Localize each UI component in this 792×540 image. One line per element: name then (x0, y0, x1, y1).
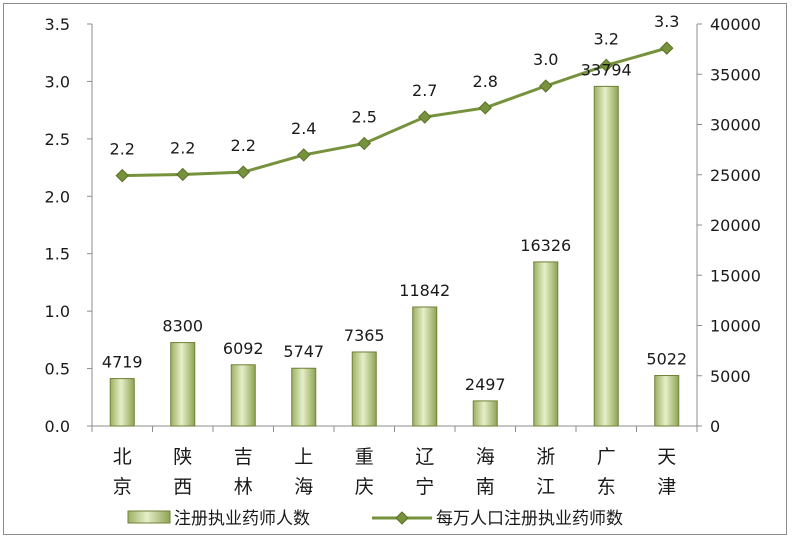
legend: 注册执业药师人数 每万人口注册执业药师数 (127, 509, 623, 529)
x-tick-label: 天津 (657, 446, 676, 498)
bar (593, 85, 619, 427)
bar-value-label: 5022 (646, 350, 687, 369)
x-tick-label: 浙江 (536, 446, 555, 498)
line-value-label: 3.0 (533, 50, 558, 69)
legend-label-line: 每万人口注册执业药师数 (436, 509, 623, 529)
bar-value-label: 4719 (102, 353, 143, 372)
right-tick-label: 0 (710, 417, 720, 436)
line-marker (418, 110, 432, 124)
left-tick-label: 0.5 (45, 360, 70, 379)
line-marker (297, 148, 311, 162)
line-value-label: 2.4 (291, 119, 316, 138)
bar-value-label: 33794 (581, 60, 632, 79)
right-tick-label: 35000 (710, 65, 761, 84)
right-tick-label: 25000 (710, 166, 761, 185)
line-marker (660, 41, 674, 55)
line-value-label: 3.3 (654, 12, 679, 31)
bar-value-label: 6092 (223, 339, 264, 358)
line-path (122, 46, 668, 178)
x-tick-label: 广东 (597, 446, 616, 498)
bar (170, 342, 196, 427)
bar (472, 400, 498, 427)
left-tick-label: 1.5 (45, 245, 70, 264)
right-tick-label: 10000 (710, 317, 761, 336)
line-value-label: 3.2 (594, 29, 619, 48)
bar (412, 306, 438, 427)
bar-value-label: 2497 (465, 375, 506, 394)
x-tick-label: 吉林 (234, 446, 253, 498)
line-value-label: 2.7 (412, 81, 437, 100)
x-tick-label: 辽宁 (415, 446, 434, 498)
line-value-label: 2.2 (231, 136, 256, 155)
bar-value-label: 5747 (283, 342, 324, 361)
legend-label-bar: 注册执业药师人数 (174, 509, 310, 529)
line-marker (115, 168, 129, 183)
line-marker (478, 101, 492, 115)
legend-marker-line (395, 511, 409, 525)
bar-value-label: 16326 (520, 236, 571, 255)
bar (351, 351, 377, 427)
right-tick-label: 15000 (710, 266, 761, 285)
x-tick-label: 北京 (113, 446, 132, 498)
x-tick-label: 海南 (476, 446, 495, 498)
chart-frame (3, 3, 787, 535)
x-tick-label: 上海 (294, 446, 313, 498)
left-tick-label: 1.0 (45, 302, 70, 321)
line-marker (236, 165, 250, 179)
left-tick-label: 0.0 (45, 417, 70, 436)
line-marker (357, 136, 371, 151)
line-marker (539, 79, 553, 93)
right-tick-label: 5000 (710, 367, 751, 386)
left-tick-label: 2.5 (45, 130, 70, 149)
line-value-label: 2.8 (473, 72, 498, 91)
right-tick-label: 30000 (710, 116, 761, 135)
bar (533, 261, 559, 427)
data-labels: 4719 8300 6092 5747 7365 11842 2497 16326 33794 5… (102, 12, 687, 394)
x-tick-label: 重庆 (355, 446, 374, 498)
line-value-label: 2.2 (110, 140, 135, 159)
line-value-label: 2.2 (170, 138, 195, 157)
bar-series (109, 85, 680, 427)
bar-value-label: 11842 (399, 281, 450, 300)
line-marker (176, 167, 190, 182)
axes: 0.0 0.5 1.0 1.5 2.0 2.5 3.0 3.5 0 5000 10000 15000 2… (45, 15, 761, 498)
line-value-label: 2.5 (352, 107, 377, 126)
line-series (115, 41, 674, 183)
bar (230, 364, 256, 427)
bar-value-label: 7365 (344, 326, 385, 345)
line-marker (599, 58, 613, 73)
bar (109, 378, 135, 427)
right-tick-label: 20000 (710, 216, 761, 235)
bar (654, 375, 680, 427)
left-tick-label: 2.0 (45, 187, 70, 206)
left-tick-label: 3.5 (45, 15, 70, 34)
bar (291, 367, 317, 427)
bar-value-label: 8300 (162, 317, 203, 336)
right-tick-label: 40000 (710, 15, 761, 34)
x-tick-label: 陕西 (173, 446, 192, 498)
left-tick-label: 3.0 (45, 72, 70, 91)
legend-swatch-bar (127, 510, 171, 524)
